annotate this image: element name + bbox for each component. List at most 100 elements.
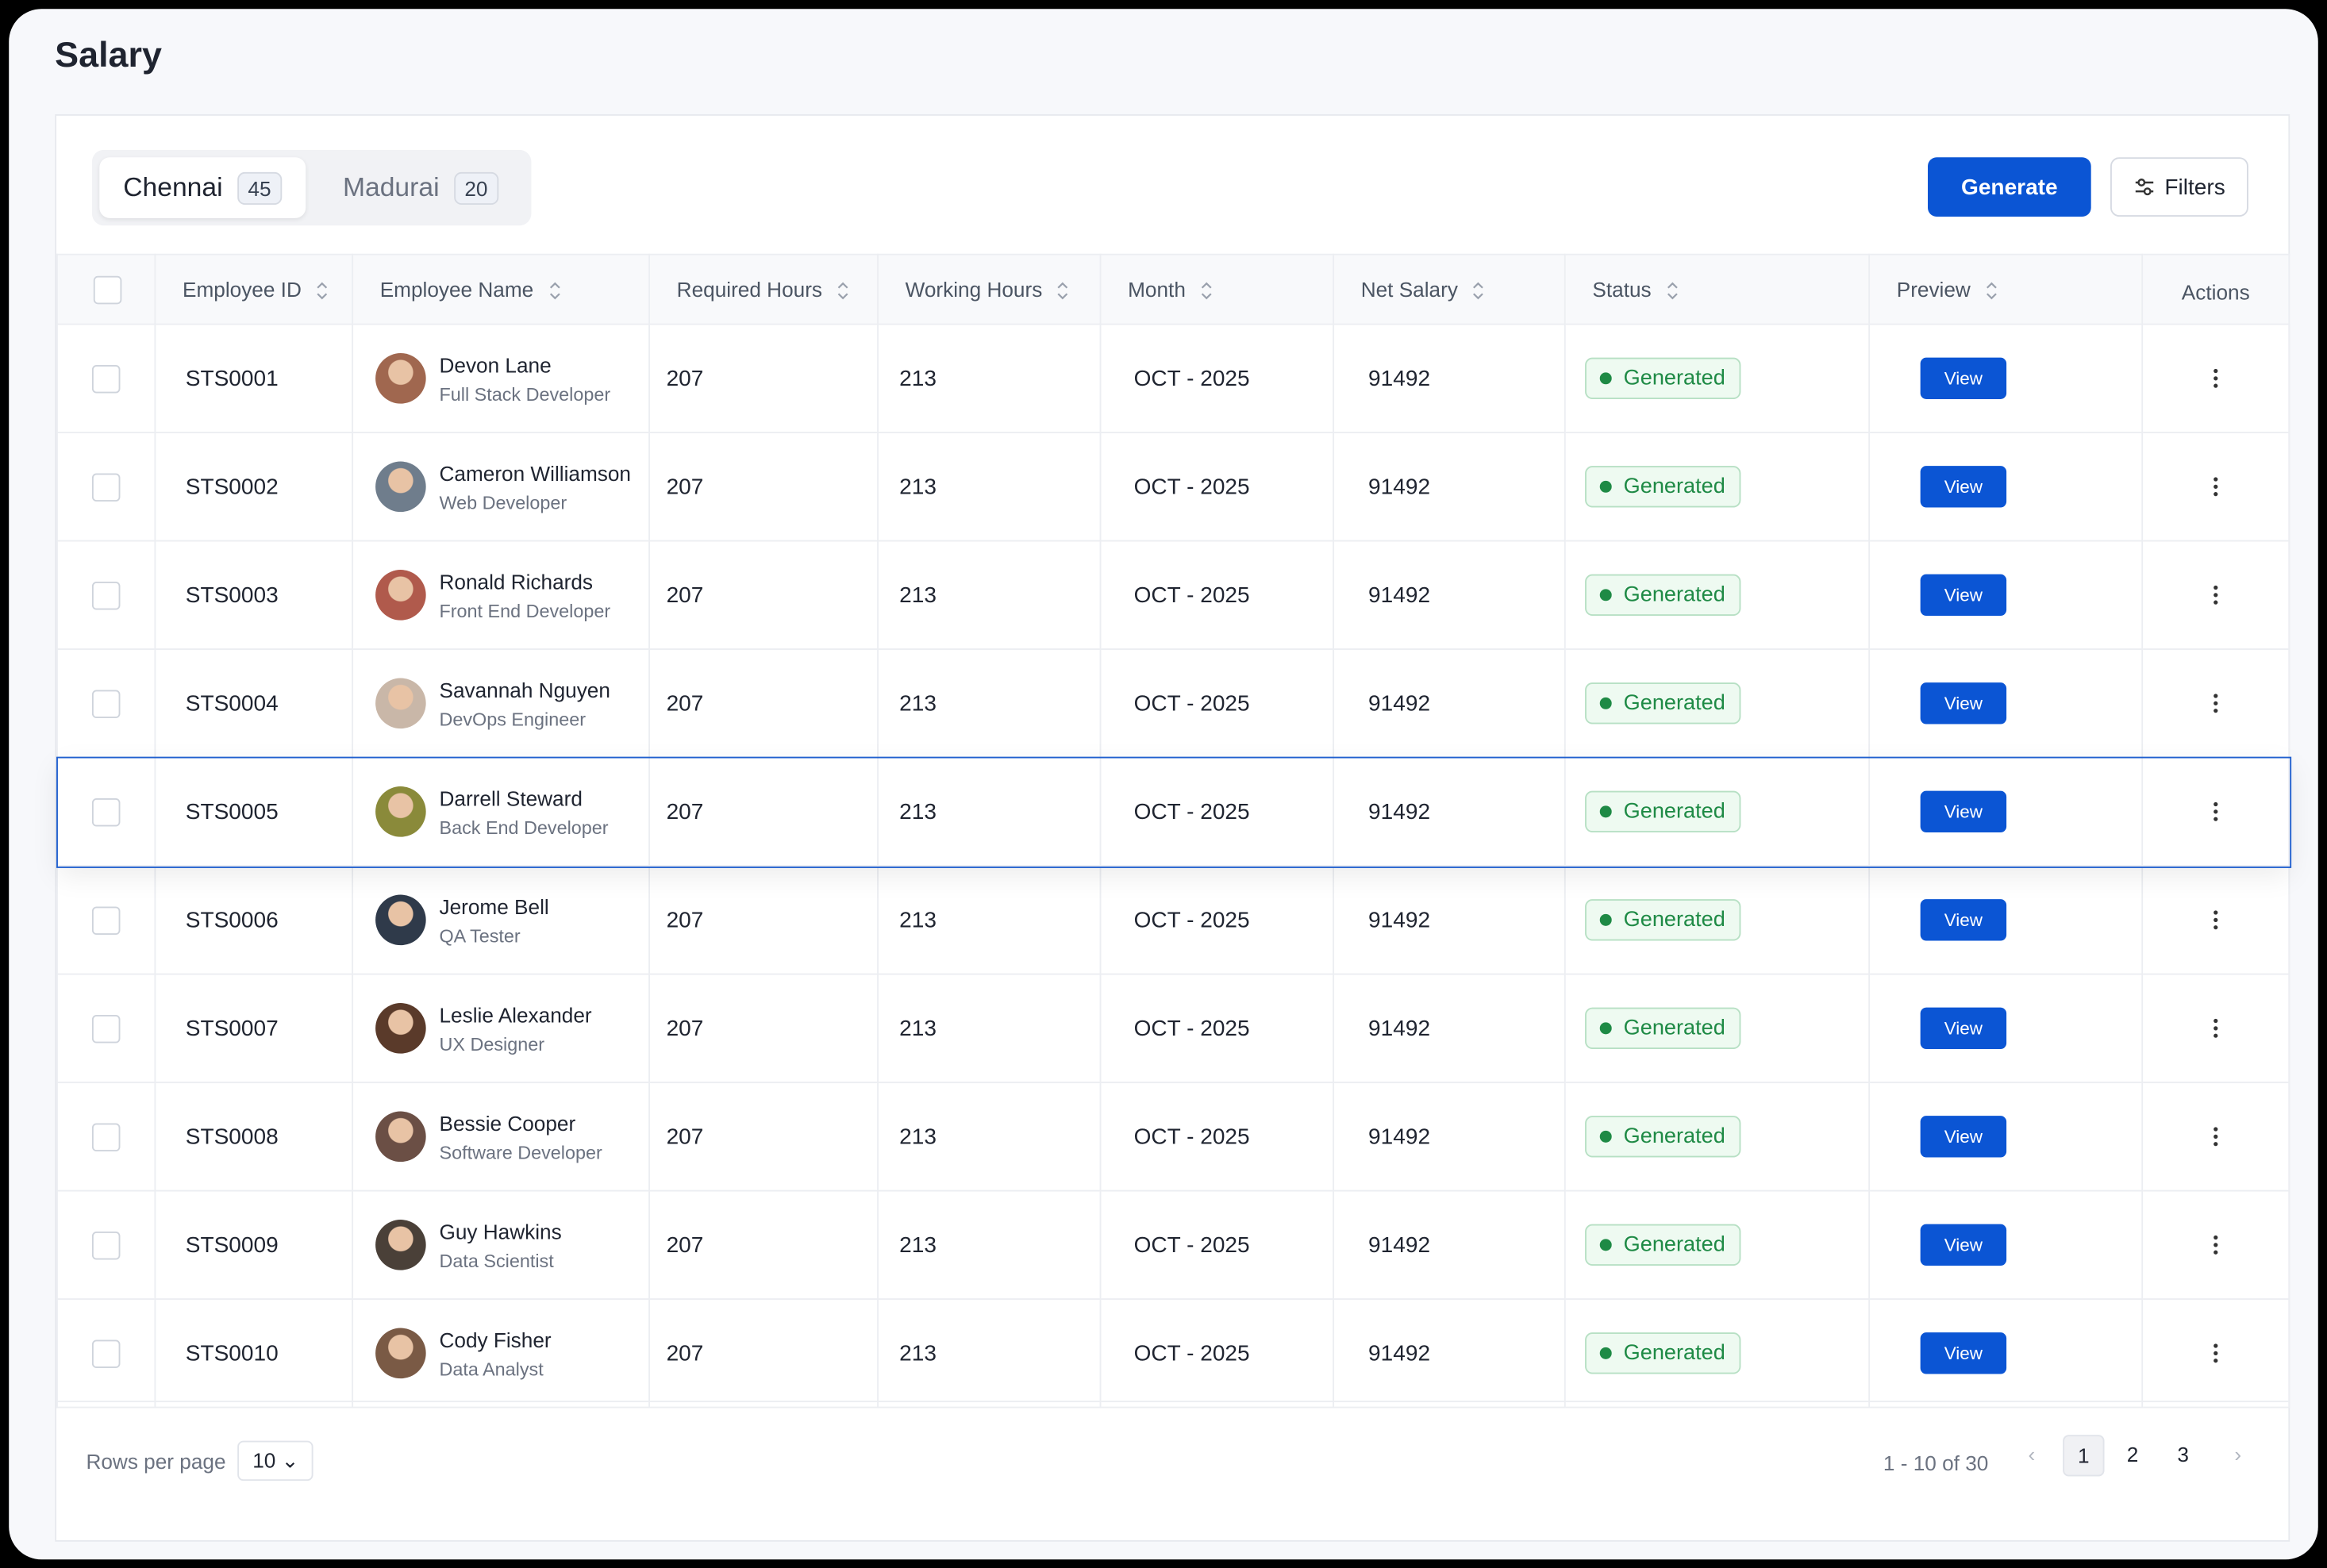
prev-page[interactable]: ‹ (2028, 1442, 2036, 1466)
row-checkbox[interactable] (91, 1014, 121, 1043)
location-tab[interactable]: Chennai 45 (99, 157, 306, 218)
checkbox-cell (56, 432, 156, 542)
required-hours: 207 (648, 323, 879, 434)
location-tab[interactable]: Madurai 20 (319, 157, 521, 218)
view-button[interactable]: View (1920, 682, 2007, 724)
location-tabs: Chennai 45 Madurai 20 (91, 149, 532, 226)
required-hours: 207 (648, 540, 879, 651)
checkbox-cell (56, 648, 156, 759)
more-actions[interactable] (2213, 1343, 2218, 1363)
sort-icon[interactable] (1201, 282, 1213, 300)
view-button[interactable]: View (1920, 1007, 2007, 1050)
employee-role: UX Designer (439, 1033, 545, 1055)
filters-button[interactable]: Filters (2110, 157, 2248, 217)
sort-icon[interactable] (837, 282, 849, 300)
preview-cell: View (1868, 1189, 2144, 1301)
sort-icon[interactable] (1057, 282, 1069, 300)
column-header: Employee ID (154, 253, 354, 325)
view-button[interactable]: View (1920, 790, 2007, 833)
employee-role: Data Scientist (439, 1250, 554, 1271)
actions-cell (2141, 1189, 2290, 1301)
checkbox-cell (56, 756, 156, 867)
actions-cell (2141, 540, 2290, 651)
more-actions[interactable] (2213, 693, 2218, 713)
status-badge: Generated (1585, 899, 1740, 941)
sort-icon[interactable] (1666, 282, 1678, 300)
status-text: Generated (1623, 908, 1725, 932)
employee-name: Darrell Steward (439, 786, 583, 810)
row-checkbox[interactable] (91, 581, 121, 609)
sort-icon[interactable] (317, 282, 329, 300)
view-button[interactable]: View (1920, 574, 2007, 617)
more-actions[interactable] (2213, 909, 2218, 930)
rows-per-page: Rows per page 10 ⌄ (86, 1440, 314, 1482)
employee-name: Guy Hawkins (439, 1219, 562, 1243)
page-button[interactable]: 1 (2063, 1435, 2105, 1477)
row-checkbox[interactable] (91, 1231, 121, 1259)
screen: Salary Chennai 45 Madurai 20 Generate Filte… (9, 9, 2318, 1560)
row-checkbox[interactable] (91, 797, 121, 826)
net-salary: 91492 (1333, 648, 1566, 759)
view-button[interactable]: View (1920, 899, 2007, 941)
column-title: Preview (1896, 277, 1971, 302)
employee-text: Ronald Richards Front End Developer (439, 569, 610, 621)
employee-cell: Ronald Richards Front End Developer (352, 540, 651, 651)
actions-cell (2141, 323, 2290, 434)
more-actions[interactable] (2213, 1126, 2218, 1147)
view-button[interactable]: View (1920, 466, 2007, 508)
employee: Darrell Steward Back End Developer (375, 786, 648, 838)
month: OCT - 2025 (1099, 756, 1335, 867)
filters-label: Filters (2164, 174, 2225, 200)
tab-count: 20 (454, 171, 498, 205)
row-checkbox[interactable] (91, 905, 121, 935)
sort-icon[interactable] (1986, 282, 1998, 300)
employee-cell: Guy Hawkins Data Scientist (352, 1189, 651, 1301)
page-button[interactable]: 2 (2126, 1442, 2139, 1466)
avatar (375, 353, 426, 404)
employee-row: STS0001 Devon Lane Full Stack Developer 207… (56, 323, 2290, 434)
next-page[interactable]: › (2234, 1442, 2242, 1466)
status-text: Generated (1623, 582, 1725, 607)
required-hours: 207 (648, 973, 879, 1084)
employee-text: Cody Fisher Data Analyst (439, 1328, 551, 1379)
row-checkbox[interactable] (91, 1339, 121, 1368)
avatar (375, 1111, 426, 1163)
employee-name: Ronald Richards (439, 569, 594, 594)
view-button[interactable]: View (1920, 1332, 2007, 1374)
view-button[interactable]: View (1920, 1116, 2007, 1158)
generate-button[interactable]: Generate (1928, 157, 2091, 217)
sort-icon[interactable] (1473, 282, 1485, 300)
rows-per-page-select[interactable]: 10 ⌄ (237, 1440, 314, 1482)
more-actions[interactable] (2213, 585, 2218, 605)
row-checkbox[interactable] (91, 689, 121, 718)
more-actions[interactable] (2213, 1018, 2218, 1039)
status-cell: Generated (1564, 1189, 1871, 1301)
view-button[interactable]: View (1920, 357, 2007, 400)
checkbox-cell (56, 323, 156, 434)
sort-icon[interactable] (548, 282, 560, 300)
row-checkbox[interactable] (91, 472, 121, 502)
status-dot (1599, 1130, 1612, 1143)
employee-name: Cameron Williamson (439, 460, 631, 485)
tab-label: Chennai (123, 171, 223, 202)
employee: Leslie Alexander UX Designer (375, 1002, 648, 1055)
column-header: Actions (2141, 253, 2290, 325)
actions-cell (2141, 865, 2290, 975)
status-dot (1599, 913, 1612, 926)
more-actions[interactable] (2213, 1235, 2218, 1255)
more-actions[interactable] (2213, 476, 2218, 497)
status-badge: Generated (1585, 790, 1740, 833)
avatar (375, 1003, 426, 1054)
status-dot (1599, 372, 1612, 385)
employee-row: STS0006 Jerome Bell QA Tester 207 213 OCT - 2… (56, 865, 2290, 975)
select-all-checkbox[interactable] (93, 275, 122, 304)
more-actions[interactable] (2213, 801, 2218, 822)
row-checkbox[interactable] (91, 1122, 121, 1151)
tab-label: Madurai (342, 171, 440, 202)
salary-card: Chennai 45 Madurai 20 Generate Filters Empl… (55, 113, 2291, 1542)
row-checkbox[interactable] (91, 364, 121, 393)
view-button[interactable]: View (1920, 1224, 2007, 1266)
more-actions[interactable] (2213, 368, 2218, 389)
employee-cell: Jerome Bell QA Tester (352, 865, 651, 975)
page-button[interactable]: 3 (2177, 1442, 2189, 1466)
